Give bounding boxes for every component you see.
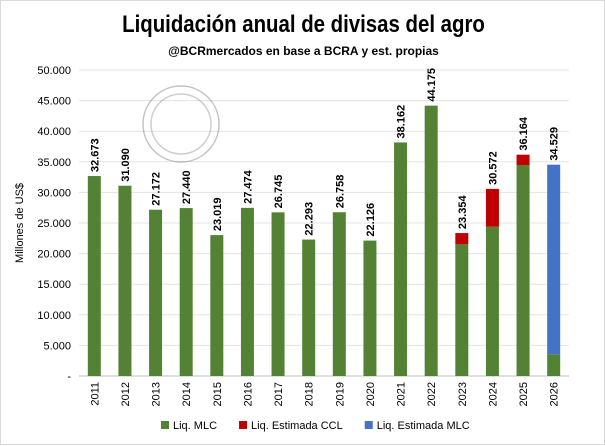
x-tick-label: 2014 — [181, 382, 193, 406]
legend-item: Liq. Estimada CCL — [251, 420, 343, 432]
data-label: 38.162 — [396, 105, 408, 139]
legend-item: Liq. MLC — [173, 420, 217, 432]
x-tick-label: 2018 — [304, 382, 316, 406]
bar-liq-mlc-2014 — [179, 208, 193, 376]
x-tick-label: 2026 — [549, 382, 561, 406]
y-tick-label: 50.000 — [37, 65, 71, 77]
data-label: 27.172 — [151, 172, 163, 206]
x-tick-label: 2011 — [89, 382, 101, 406]
legend-swatch — [161, 421, 169, 429]
bar-liq-mlc-2016 — [240, 207, 254, 376]
bar-liq-mlc-2023 — [455, 244, 469, 376]
legend-swatch — [364, 421, 373, 429]
bar-liq-estimada-ccl-2023 — [455, 233, 469, 245]
data-label: 32.673 — [89, 138, 101, 172]
bar-liq-mlc-2015 — [210, 235, 224, 376]
chart-title: Liquidación anual de divisas del agro — [122, 11, 485, 38]
bar-liq-mlc-2011 — [87, 176, 101, 376]
x-tick-label: 2013 — [151, 382, 163, 406]
legend-item: Liq. Estimada MLC — [377, 420, 470, 432]
y-tick-label: 15.000 — [37, 279, 71, 291]
x-tick-label: 2012 — [120, 382, 132, 406]
y-tick-label: 20.000 — [37, 249, 71, 261]
data-label: 27.474 — [242, 169, 254, 204]
y-tick-label: 45.000 — [37, 96, 71, 108]
data-label: 23.354 — [457, 195, 469, 230]
bar-liq-mlc-2022 — [424, 105, 438, 377]
bar-liq-mlc-2024 — [485, 226, 499, 376]
bar-liq-mlc-2012 — [118, 185, 132, 376]
bar-liq-mlc-2017 — [271, 212, 285, 376]
data-label: 31.090 — [120, 148, 132, 182]
legend-swatch — [239, 421, 248, 429]
x-tick-label: 2023 — [457, 382, 469, 406]
data-label: 26.758 — [334, 175, 346, 209]
bar-liq-mlc-2025 — [516, 164, 530, 376]
data-label: 22.126 — [365, 203, 377, 237]
x-tick-label: 2015 — [212, 382, 224, 406]
y-axis-label: Millones de US$ — [14, 183, 26, 263]
watermark-logo — [142, 85, 220, 163]
bar-liq-mlc-2019 — [332, 212, 346, 376]
bar-liq-mlc-2020 — [363, 240, 377, 376]
y-tick-label: 40.000 — [37, 126, 71, 138]
y-tick-label: 30.000 — [37, 187, 71, 199]
x-tick-label: 2021 — [396, 382, 408, 406]
data-label: 34.529 — [549, 127, 561, 161]
data-label: 23.019 — [212, 197, 224, 231]
bar-liq-mlc-2013 — [149, 209, 163, 376]
x-tick-label: 2025 — [518, 382, 530, 406]
x-tick-label: 2020 — [365, 382, 377, 406]
bar-liq-mlc-2021 — [394, 142, 408, 376]
bar-liq-estimada-ccl-2025 — [516, 154, 530, 165]
x-tick-label: 2019 — [334, 382, 346, 406]
bar-liq-mlc-2026 — [547, 354, 561, 376]
data-label: 26.745 — [273, 175, 285, 209]
y-tick-label: 10.000 — [37, 310, 71, 322]
data-label: 30.572 — [487, 151, 499, 185]
y-tick-label: - — [67, 371, 71, 383]
y-tick-label: 5.000 — [43, 340, 71, 352]
x-tick-label: 2017 — [273, 382, 285, 406]
data-label: 36.164 — [518, 116, 530, 151]
x-tick-label: 2016 — [242, 382, 254, 406]
bar-liq-estimada-mlc-2026 — [547, 164, 561, 355]
chart-subtitle: @BCRmercados en base a BCRA y est. propi… — [168, 44, 439, 58]
y-tick-label: 25.000 — [37, 218, 71, 230]
data-label: 22.293 — [304, 202, 316, 236]
data-label: 27.440 — [181, 170, 193, 204]
y-tick-label: 35.000 — [37, 157, 71, 169]
bar-liq-estimada-ccl-2024 — [485, 188, 499, 227]
x-tick-label: 2022 — [426, 382, 438, 406]
data-label: 44.175 — [426, 68, 438, 102]
x-tick-label: 2024 — [487, 382, 499, 406]
bar-liq-mlc-2018 — [302, 239, 316, 376]
